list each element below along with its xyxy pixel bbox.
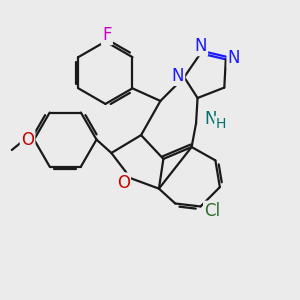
- Text: N: N: [194, 37, 207, 55]
- Text: N: N: [228, 49, 240, 67]
- Text: N: N: [204, 110, 217, 128]
- Text: N: N: [171, 67, 184, 85]
- Text: F: F: [102, 26, 112, 44]
- Text: Cl: Cl: [204, 202, 220, 220]
- Text: O: O: [117, 174, 130, 192]
- Text: H: H: [215, 117, 226, 131]
- Text: O: O: [21, 130, 34, 148]
